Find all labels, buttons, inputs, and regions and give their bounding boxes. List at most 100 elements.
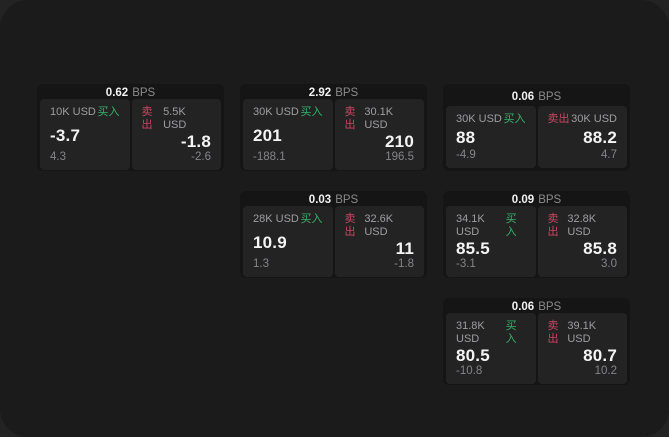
- quote-panels: 28K USD 买入 10.9 1.3 卖出 32.6K USD 11 -1.8: [243, 206, 424, 277]
- sell-sub-value: -2.6: [191, 151, 211, 163]
- buy-label: 买入: [505, 320, 517, 345]
- buy-amount: 34.1K USD: [456, 213, 485, 238]
- sell-panel-top: 卖出 32.8K USD: [548, 213, 618, 239]
- sell-amount: 30K USD: [571, 113, 617, 125]
- bps-unit-label: BPS: [538, 90, 562, 103]
- quote-card[interactable]: 2.92 BPS 30K USD 买入 201 -188.1 卖出 30.1K …: [240, 84, 427, 171]
- buy-value: -3.7: [50, 125, 81, 145]
- card-bps-header: 0.62 BPS: [40, 87, 221, 99]
- sell-sub-value: 10.2: [594, 365, 617, 377]
- bps-value: 0.62: [105, 87, 129, 99]
- bps-unit-label: BPS: [538, 194, 562, 206]
- buy-panel[interactable]: 28K USD 买入 10.9 1.3: [243, 206, 333, 277]
- sell-panel[interactable]: 卖出 30K USD 88.2 4.7: [537, 106, 627, 168]
- sell-value: 11: [395, 239, 414, 258]
- bps-value: 0.06: [511, 301, 535, 313]
- buy-value: 201: [253, 125, 282, 145]
- quote-card[interactable]: 0.09 BPS 34.1K USD 买入 85.5 -3.1 卖出 32.8K…: [443, 191, 630, 278]
- sell-label: 卖出: [141, 106, 153, 131]
- quote-panels: 31.8K USD 买入 80.5 -10.8 卖出 39.1K USD 80.…: [446, 313, 627, 384]
- bps-value: 0.06: [511, 90, 535, 103]
- sell-panel[interactable]: 卖出 32.6K USD 11 -1.8: [334, 206, 424, 277]
- quote-panels: 30K USD 买入 88 -4.9 卖出 30K USD 88.2 4.7: [446, 106, 627, 168]
- buy-panel[interactable]: 10K USD 买入 -3.7 4.3: [40, 99, 130, 170]
- sell-panel[interactable]: 卖出 30.1K USD 210 196.5: [334, 99, 424, 170]
- buy-sub-value: -4.9: [456, 149, 476, 161]
- card-bps-header: 0.06 BPS: [446, 301, 627, 313]
- sell-amount: 5.5K USD: [163, 106, 187, 131]
- sell-panel-top: 卖出 39.1K USD: [548, 320, 618, 346]
- card-bps-header: 2.92 BPS: [243, 87, 424, 99]
- buy-sub-value: 4.3: [50, 151, 66, 163]
- sell-label: 卖出: [547, 320, 559, 345]
- bps-unit-label: BPS: [335, 194, 359, 206]
- sell-value: 88.2: [583, 128, 617, 147]
- buy-amount: 31.8K USD: [456, 320, 485, 345]
- buy-panel-top: 30K USD 买入: [253, 106, 323, 119]
- sell-panel[interactable]: 卖出 39.1K USD 80.7 10.2: [537, 313, 627, 384]
- buy-panel[interactable]: 30K USD 买入 88 -4.9: [446, 106, 536, 168]
- buy-panel-top: 28K USD 买入: [253, 213, 323, 226]
- buy-sub-value: 1.3: [253, 258, 269, 270]
- buy-value: 80.5: [456, 346, 490, 365]
- buy-label: 买入: [300, 213, 323, 225]
- quote-card[interactable]: 0.62 BPS 10K USD 买入 -3.7 4.3 卖出 5.5K USD…: [37, 84, 224, 171]
- quote-card[interactable]: 0.06 BPS 30K USD 买入 88 -4.9 卖出 30K USD 8…: [443, 84, 630, 171]
- cards-grid: 0.62 BPS 10K USD 买入 -3.7 4.3 卖出 5.5K USD…: [37, 84, 630, 385]
- sell-panel-top: 卖出 30.1K USD: [345, 106, 415, 132]
- quote-card[interactable]: 0.06 BPS 31.8K USD 买入 80.5 -10.8 卖出 39.1…: [443, 298, 630, 385]
- sell-sub-value: -1.8: [394, 258, 414, 270]
- quote-panels: 30K USD 买入 201 -188.1 卖出 30.1K USD 210 1…: [243, 99, 424, 170]
- sell-amount: 32.6K USD: [364, 213, 394, 238]
- buy-value: 85.5: [456, 239, 490, 258]
- sell-sub-value: 196.5: [385, 151, 414, 163]
- sell-sub-value: 3.0: [601, 258, 617, 270]
- quote-card[interactable]: 0.03 BPS 28K USD 买入 10.9 1.3 卖出 32.6K US…: [240, 191, 427, 278]
- buy-sub-value: -188.1: [253, 151, 286, 163]
- bps-value: 2.92: [308, 87, 332, 99]
- sell-label: 卖出: [547, 113, 570, 125]
- sell-value: 80.7: [583, 346, 617, 365]
- bps-unit-label: BPS: [335, 87, 359, 99]
- buy-panel[interactable]: 34.1K USD 买入 85.5 -3.1: [446, 206, 536, 277]
- buy-label: 买入: [503, 113, 526, 125]
- buy-amount: 30K USD: [456, 113, 502, 125]
- buy-panel-top: 34.1K USD 买入: [456, 213, 526, 239]
- buy-panel-top: 30K USD 买入: [456, 113, 526, 126]
- buy-value: 88: [456, 128, 476, 147]
- buy-amount: 30K USD: [253, 106, 299, 118]
- card-bps-header: 0.06 BPS: [446, 87, 627, 106]
- sell-amount: 39.1K USD: [567, 320, 597, 345]
- sell-label: 卖出: [547, 213, 559, 238]
- quote-panels: 34.1K USD 买入 85.5 -3.1 卖出 32.8K USD 85.8…: [446, 206, 627, 277]
- buy-sub-value: -10.8: [456, 365, 483, 377]
- sell-label: 卖出: [344, 213, 356, 238]
- sell-amount: 30.1K USD: [364, 106, 394, 131]
- sell-value: 210: [385, 132, 414, 151]
- sell-value: 85.8: [583, 239, 617, 258]
- sell-sub-value: 4.7: [601, 149, 617, 161]
- buy-label: 买入: [505, 213, 517, 238]
- buy-panel[interactable]: 30K USD 买入 201 -188.1: [243, 99, 333, 170]
- buy-amount: 10K USD: [50, 106, 96, 118]
- card-bps-header: 0.03 BPS: [243, 194, 424, 206]
- bps-unit-label: BPS: [538, 301, 562, 313]
- buy-panel[interactable]: 31.8K USD 买入 80.5 -10.8: [446, 313, 536, 384]
- buy-panel-top: 31.8K USD 买入: [456, 320, 526, 346]
- buy-sub-value: -3.1: [456, 258, 476, 270]
- card-bps-header: 0.09 BPS: [446, 194, 627, 206]
- sell-panel-top: 卖出 32.6K USD: [345, 213, 415, 239]
- bps-value: 0.03: [308, 194, 332, 206]
- buy-label: 买入: [300, 106, 323, 118]
- sell-panel[interactable]: 卖出 32.8K USD 85.8 3.0: [537, 206, 627, 277]
- sell-panel-top: 卖出 30K USD: [548, 113, 618, 126]
- sell-amount: 32.8K USD: [567, 213, 597, 238]
- buy-value: 10.9: [253, 232, 287, 252]
- bps-unit-label: BPS: [132, 87, 156, 99]
- buy-amount: 28K USD: [253, 213, 299, 225]
- sell-panel-top: 卖出 5.5K USD: [142, 106, 212, 132]
- sell-value: -1.8: [180, 132, 211, 151]
- buy-panel-top: 10K USD 买入: [50, 106, 120, 119]
- sell-panel[interactable]: 卖出 5.5K USD -1.8 -2.6: [131, 99, 221, 170]
